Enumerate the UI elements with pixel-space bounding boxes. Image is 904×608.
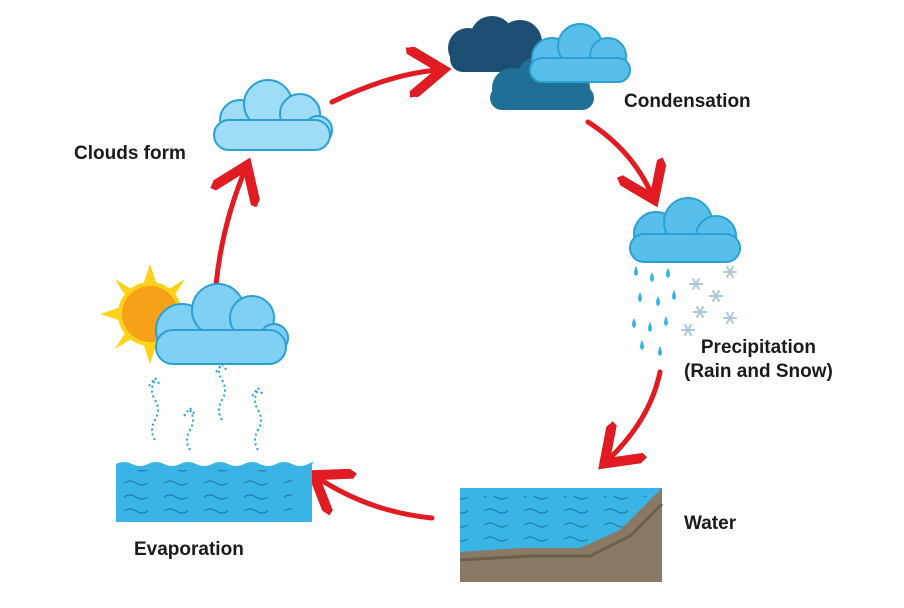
evaporation-cloud-icon [155, 283, 289, 365]
arrow-condensation-to-precipitation [585, 119, 652, 195]
water-body-icon [459, 488, 664, 582]
label-clouds-form: Clouds form [74, 143, 186, 164]
cycle-arrows [216, 70, 663, 521]
precipitation-cloud-icon [629, 197, 741, 263]
condensation-clouds-icon [448, 16, 631, 110]
label-water: Water [684, 513, 737, 534]
label-precipitation-line1: Precipitation [700, 337, 816, 358]
clouds-form-cloud-icon [213, 79, 333, 151]
label-evaporation: Evaporation [134, 539, 244, 560]
label-precipitation-line2: (Rain and Snow) [684, 360, 833, 382]
arrow-evaporation-to-clouds [216, 170, 245, 288]
vapor-arrows-icon [148, 362, 265, 451]
evaporation-water-icon [116, 462, 314, 522]
arrow-precipitation-to-water [608, 369, 663, 460]
snowflakes-icon [681, 266, 737, 336]
arrow-water-to-evaporation [318, 478, 435, 521]
raindrops-icon [632, 266, 676, 356]
label-precipitation: Precipitation (Rain and Snow) [684, 336, 833, 384]
label-condensation: Condensation [624, 91, 751, 112]
arrow-clouds-to-condensation [329, 70, 438, 105]
